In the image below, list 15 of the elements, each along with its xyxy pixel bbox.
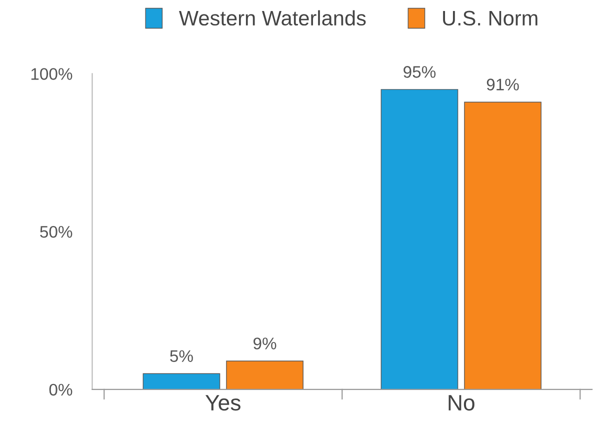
- bar: [464, 102, 542, 390]
- text: 5%: [170, 350, 193, 362]
- y-tick-label: 50%: [40, 226, 72, 238]
- bar: [380, 89, 458, 390]
- legend-label: Western Waterlands: [178, 10, 366, 26]
- x-tick-label: Yes: [205, 395, 240, 411]
- bar: [142, 373, 220, 390]
- y-tick-label: 0%: [49, 384, 72, 396]
- text: 91%: [486, 78, 519, 90]
- text: 95%: [404, 66, 436, 78]
- legend-label: U.S. Norm: [443, 10, 538, 26]
- text: 9%: [254, 338, 276, 350]
- bar: [226, 360, 304, 390]
- y-tick-label: 100%: [31, 68, 72, 80]
- x-tick-label: No: [448, 395, 474, 411]
